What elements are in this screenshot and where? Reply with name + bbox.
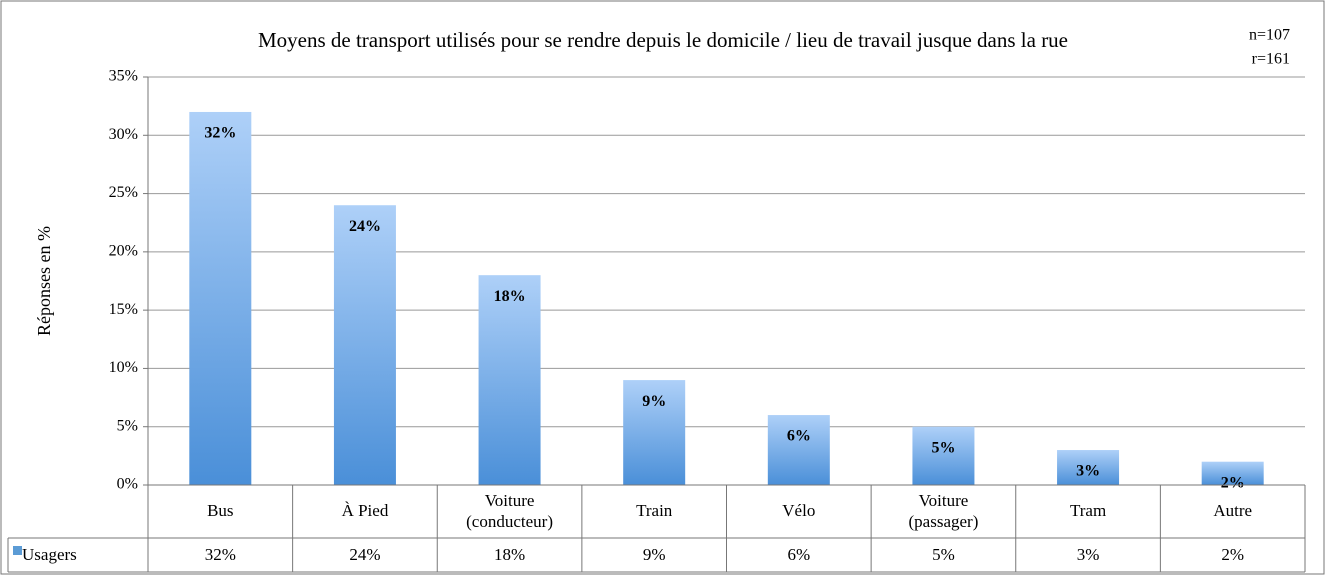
bar	[189, 111, 252, 485]
x-tick-label: Autre	[1213, 501, 1253, 521]
chart-title: Moyens de transport utilisés pour se ren…	[258, 28, 1068, 52]
data-label: 2%	[1221, 474, 1245, 491]
x-tick-label: Train	[636, 501, 673, 521]
data-label: 3%	[1076, 463, 1100, 480]
y-tick-label: 35%	[109, 68, 138, 85]
data-label: 5%	[931, 439, 955, 456]
y-tick-label: 20%	[109, 243, 138, 260]
bar	[1057, 450, 1120, 485]
x-tick-label: Bus	[207, 501, 234, 521]
data-label: 6%	[787, 428, 811, 445]
data-label: 32%	[204, 125, 236, 142]
table-value: 18%	[493, 544, 526, 564]
table-value: 6%	[787, 544, 811, 564]
x-tick-label: Voiture (conducteur)	[466, 491, 553, 531]
x-tick-label: À Pied	[341, 501, 389, 521]
table-value: 5%	[932, 544, 955, 564]
bar	[478, 275, 541, 485]
bar	[1201, 461, 1264, 485]
x-tick-label: Voiture (passager)	[908, 491, 979, 531]
annotation: r=161	[1252, 51, 1290, 68]
table-value: 24%	[349, 544, 381, 564]
data-label: 24%	[349, 218, 381, 235]
y-axis-label: Réponses en %	[34, 226, 54, 336]
y-tick-label: 5%	[117, 417, 138, 434]
y-tick-label: 30%	[109, 126, 138, 143]
bar	[912, 426, 975, 485]
legend-label: Usagers	[22, 544, 77, 564]
y-tick-label: 25%	[109, 184, 138, 201]
y-tick-label: 10%	[109, 359, 138, 376]
table-value: 32%	[204, 544, 236, 564]
annotation: n=107	[1249, 27, 1290, 44]
table-value: 3%	[1076, 544, 1100, 564]
data-label: 18%	[494, 288, 526, 305]
table-value: 9%	[642, 544, 666, 564]
bar	[623, 380, 686, 485]
data-label: 9%	[642, 393, 666, 410]
legend-key	[13, 546, 22, 555]
x-tick-label: Tram	[1069, 501, 1107, 521]
y-tick-label: 15%	[109, 301, 138, 318]
x-tick-label: Vélo	[782, 501, 816, 521]
bar	[333, 205, 396, 485]
y-tick-label: 0%	[117, 476, 138, 493]
bar	[767, 415, 830, 485]
table-value: 2%	[1221, 544, 1245, 564]
